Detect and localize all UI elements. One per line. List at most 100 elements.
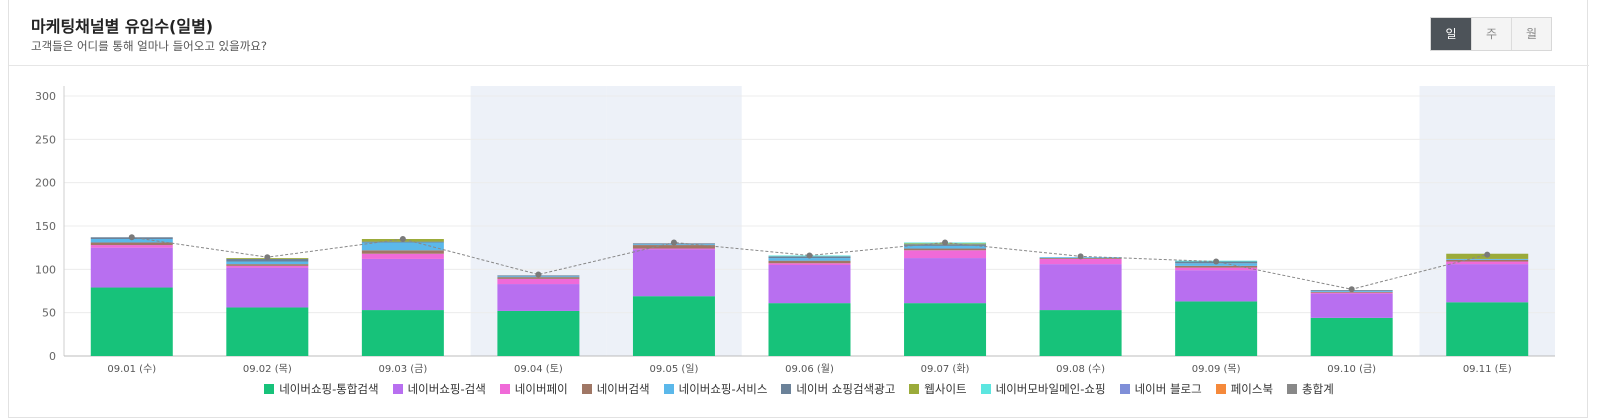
bar-segment: [1446, 261, 1529, 265]
legend-swatch: [781, 384, 792, 394]
legend-swatch: [392, 384, 403, 394]
x-tick-label: 09.10 (금): [1327, 363, 1376, 375]
x-tick-label: 09.09 (목): [1192, 363, 1241, 375]
x-tick-label: 09.03 (금): [378, 363, 427, 375]
bar-segment: [226, 258, 309, 262]
bar-segment: [632, 296, 715, 356]
x-tick-label: 09.04 (토): [514, 364, 563, 375]
legend-swatch: [909, 384, 920, 394]
x-tick-label: 09.11 (토): [1463, 364, 1512, 375]
bar-segment: [904, 250, 987, 259]
bar-segment: [90, 247, 173, 288]
bar-segment: [226, 307, 309, 356]
bar-segment: [1039, 310, 1122, 356]
x-tick-label: 09.02 (목): [243, 363, 292, 375]
legend-item[interactable]: 네이버쇼핑-통합검색: [264, 381, 379, 397]
legend-swatch: [581, 384, 592, 394]
bar-segment: [361, 242, 444, 251]
bar-segment: [768, 265, 851, 304]
legend-item[interactable]: 네이버쇼핑-검색: [392, 381, 486, 397]
bar-segment: [768, 258, 851, 261]
total-point: [128, 234, 135, 241]
total-point: [1213, 258, 1220, 265]
bar-segment: [1310, 317, 1393, 356]
legend-swatch: [1215, 384, 1226, 394]
bar-segment: [904, 248, 987, 251]
bar-segment: [497, 310, 580, 356]
bar-segment: [1310, 291, 1393, 293]
total-point: [942, 239, 949, 246]
bar-segment: [226, 261, 309, 265]
legend-item[interactable]: 웹사이트: [909, 381, 967, 397]
y-tick-label: 200: [35, 177, 56, 190]
bar-segment: [497, 278, 580, 285]
x-tick-label: 09.07 (화): [921, 363, 970, 375]
bar-segment: [1310, 292, 1393, 294]
legend-item[interactable]: 네이버검색: [581, 381, 650, 397]
bar-segment: [904, 245, 987, 249]
legend-item[interactable]: 총합계: [1287, 381, 1334, 397]
bar-segment: [1310, 293, 1393, 318]
legend-swatch: [499, 384, 510, 394]
bar-segment: [1175, 267, 1258, 271]
legend-swatch: [1119, 384, 1130, 394]
total-point: [1077, 253, 1084, 260]
total-point: [806, 252, 813, 259]
legend-label: 네이버페이: [514, 382, 568, 396]
total-point: [1348, 286, 1355, 293]
bar-segment: [1446, 302, 1529, 356]
legend-item[interactable]: 네이버 쇼핑검색광고: [781, 381, 895, 397]
legend-swatch: [663, 384, 674, 394]
bar-segment: [632, 245, 715, 249]
legend-item[interactable]: 네이버쇼핑-서비스: [663, 381, 768, 397]
legend-label: 네이버모바일메인-쇼핑: [995, 382, 1106, 396]
legend-label: 네이버 쇼핑검색광고: [796, 382, 896, 396]
bar-segment: [768, 303, 851, 356]
y-tick-label: 250: [35, 133, 56, 146]
period-month-button[interactable]: 월: [1511, 18, 1551, 50]
bar-segment: [1039, 258, 1122, 265]
bar-segment: [768, 260, 851, 264]
y-tick-label: 100: [35, 263, 56, 276]
y-tick-label: 300: [35, 90, 56, 103]
legend-label: 네이버쇼핑-통합검색: [279, 382, 379, 396]
legend-item[interactable]: 네이버페이: [499, 381, 568, 397]
y-tick-label: 50: [42, 307, 56, 320]
legend-item[interactable]: 네이버모바일메인-쇼핑: [980, 381, 1106, 397]
period-day-button[interactable]: 일: [1431, 18, 1471, 50]
x-tick-label: 09.01 (수): [107, 363, 156, 375]
total-point: [1484, 251, 1491, 258]
bar-segment: [768, 263, 851, 265]
bar-segment: [361, 241, 444, 243]
bar-segment: [1175, 270, 1258, 302]
y-tick-label: 150: [35, 220, 56, 233]
total-point: [670, 239, 677, 246]
bar-segment: [226, 264, 309, 266]
total-point: [535, 271, 542, 278]
period-week-button[interactable]: 주: [1471, 18, 1511, 50]
x-tick-label: 09.05 (일): [650, 363, 699, 375]
bar-segment: [90, 245, 173, 248]
bar-segment: [904, 303, 987, 356]
legend-label: 총합계: [1302, 382, 1334, 396]
chart-legend: 네이버쇼핑-통합검색 네이버쇼핑-검색 네이버페이 네이버검색 네이버쇼핑-서비스 네이버…: [0, 381, 1598, 397]
bar-segment: [497, 284, 580, 311]
legend-label: 네이버검색: [596, 382, 650, 396]
legend-swatch: [264, 384, 275, 394]
total-point: [399, 236, 406, 242]
legend-label: 페이스북: [1230, 382, 1274, 396]
legend-swatch: [980, 384, 991, 394]
bar-segment: [361, 253, 444, 259]
legend-label: 네이버쇼핑-서비스: [678, 382, 768, 396]
bar-segment: [904, 258, 987, 304]
legend-item[interactable]: 페이스북: [1215, 381, 1274, 397]
legend-label: 웹사이트: [924, 382, 967, 396]
page-subtitle: 고객들은 어디를 통해 얼마나 들어오고 있을까요?: [31, 39, 267, 53]
x-tick-label: 09.06 (월): [785, 363, 834, 375]
bar-segment: [1446, 259, 1529, 262]
legend-item[interactable]: 네이버 블로그: [1119, 381, 1202, 397]
bar-segment: [497, 277, 580, 279]
bar-segment: [632, 249, 715, 297]
bar-segment: [632, 248, 715, 250]
